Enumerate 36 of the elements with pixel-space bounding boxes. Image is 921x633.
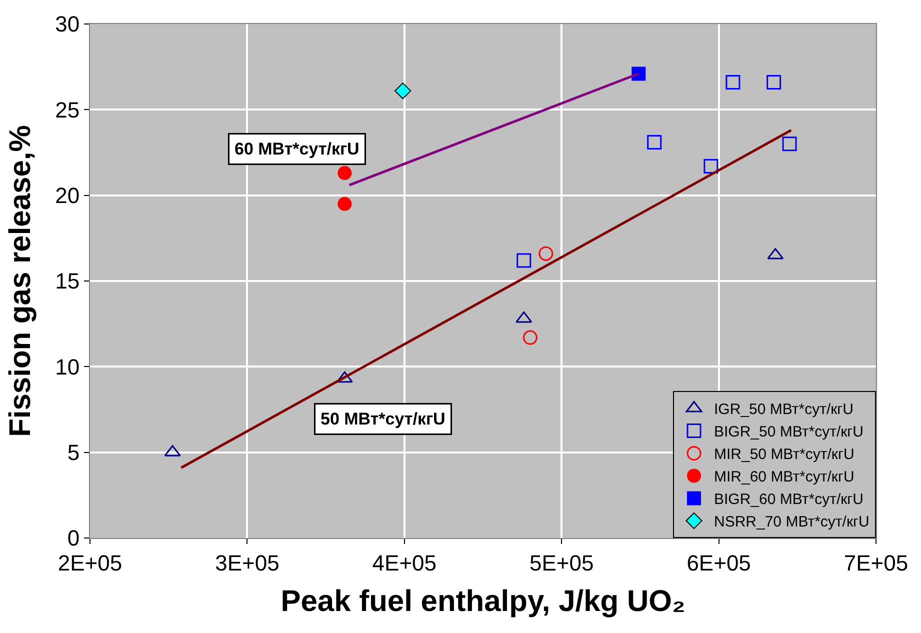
- point: [647, 134, 662, 150]
- x-tick-label: 5E+05: [529, 550, 594, 576]
- point: [704, 158, 718, 174]
- point: [782, 136, 797, 152]
- x-tick-label: 6E+05: [686, 550, 751, 576]
- y-axis-title: Fission gas release,%: [4, 125, 38, 437]
- y-tick-label: 25: [55, 97, 80, 122]
- legend-label: MIR_60 МВт*сут/кгU: [714, 468, 854, 486]
- point: [338, 166, 352, 180]
- x-tick-label: 3E+05: [215, 550, 280, 576]
- x-axis-title: Peak fuel enthalpy, J/kg UO₂: [280, 584, 686, 618]
- y-tick-label: 20: [55, 183, 80, 208]
- legend-label: BIGR_50 МВт*сут/кгU: [714, 424, 864, 441]
- point: [336, 371, 353, 383]
- legend-label: BIGR_60 МВт*сут/кгU: [714, 491, 864, 508]
- point: [516, 311, 532, 323]
- point: [538, 246, 554, 261]
- y-tick-label: 10: [55, 354, 80, 380]
- y-tick-label: 30: [55, 12, 80, 37]
- annotation: 50 МВт*сут/кгU: [320, 410, 446, 428]
- point: [726, 75, 740, 90]
- legend-label: MIR_50 МВт*сут/кгU: [714, 446, 854, 464]
- y-tick-label: 5: [67, 440, 80, 466]
- y-tick-label: 0: [67, 526, 80, 551]
- point: [338, 196, 352, 211]
- point: [394, 82, 412, 100]
- annotation: 60 МВт*сут/кгU: [234, 140, 360, 158]
- y-tick-label: 15: [55, 268, 80, 294]
- point: [522, 330, 538, 345]
- x-tick-label: 2E+05: [58, 550, 122, 576]
- legend-label: IGR_50 МВт*сут/кгU: [714, 401, 854, 418]
- legend-label: NSRR_70 МВт*сут/кгU: [714, 514, 870, 531]
- x-tick-label: 7E+05: [844, 550, 908, 576]
- point: [766, 75, 782, 90]
- point: [516, 253, 532, 268]
- x-tick-label: 4E+05: [372, 550, 437, 576]
